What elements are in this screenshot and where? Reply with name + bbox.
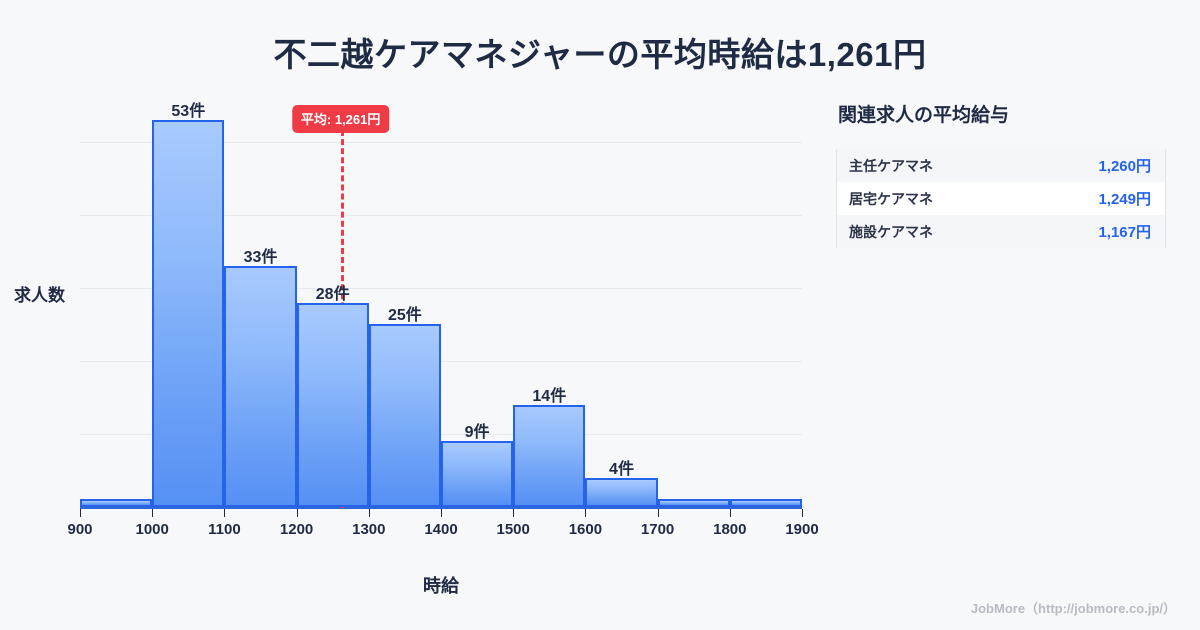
x-axis-tick	[152, 509, 154, 517]
related-salary-row: 主任ケアマネ 1,260円	[837, 149, 1165, 182]
bar-value-label: 9件	[464, 424, 490, 442]
bar-value-label: 28件	[315, 285, 350, 303]
related-salary-title: 関連求人の平均給与	[838, 105, 1010, 126]
page-title: 不二越ケアマネジャーの平均時給は1,261円	[273, 36, 927, 73]
x-axis-tick	[657, 509, 659, 517]
histogram-bar	[513, 404, 586, 507]
histogram-bar	[441, 441, 514, 507]
x-axis-tick-label: 900	[67, 521, 93, 538]
x-axis-tick-label: 1100	[208, 521, 241, 538]
x-axis-tick-label: 1800	[713, 521, 747, 538]
histogram-bar	[80, 499, 153, 507]
x-axis-tick	[80, 509, 81, 517]
x-axis-tick-label: 1700	[640, 521, 675, 538]
related-salary-row-value: 1,167円	[1098, 224, 1151, 241]
bar-value-label: 33件	[243, 248, 278, 266]
related-salary-row-label: 主任ケアマネ	[849, 157, 933, 174]
x-axis-tick-label: 1600	[568, 521, 603, 538]
bar-value-label: 4件	[609, 460, 634, 478]
related-salary-row-label: 居宅ケアマネ	[849, 190, 933, 207]
plot-area	[80, 98, 802, 508]
x-axis-tick	[441, 509, 442, 517]
related-salary-table: 主任ケアマネ 1,260円居宅ケアマネ 1,249円施設ケアマネ 1,167円	[836, 149, 1166, 248]
histogram-bar	[152, 119, 225, 507]
bar-value-label: 25件	[387, 307, 422, 325]
x-axis-tick-label: 1200	[279, 521, 314, 538]
x-axis-tick	[729, 509, 731, 517]
x-axis-tick-label: 1300	[352, 521, 386, 538]
y-axis-title: 求人数	[14, 286, 65, 305]
related-salary-row: 施設ケアマネ 1,167円	[837, 215, 1165, 248]
x-axis-tick	[513, 509, 515, 517]
x-axis-title: 時給	[423, 576, 459, 596]
x-axis-tick	[296, 509, 298, 517]
footer-credit: JobMore（http://jobmore.co.jp/）	[970, 601, 1176, 616]
gridline	[80, 141, 802, 143]
histogram-chart: 求人数 900 1000 1100 1200 1300 1400 1500 1600 1700 1…	[14, 98, 819, 596]
gridline	[80, 360, 802, 362]
histogram-bar	[296, 302, 369, 507]
histogram-bar	[729, 499, 802, 507]
x-axis-tick-label: 1500	[496, 521, 530, 538]
related-salary-panel: 関連求人の平均給与 主任ケアマネ 1,260円居宅ケアマネ 1,249円施設ケアマネ…	[836, 100, 1166, 248]
x-axis-tick-label: 1400	[424, 521, 458, 538]
x-axis-tick	[585, 509, 587, 517]
x-axis-baseline	[80, 507, 802, 509]
x-axis-tick-label: 1900	[785, 521, 819, 538]
x-axis-tick-label: 1000	[135, 521, 169, 538]
x-axis-tick	[368, 509, 370, 517]
gridline	[80, 433, 802, 435]
histogram-bar	[585, 477, 658, 507]
average-marker-badge: 平均: 1,261円	[291, 105, 390, 133]
related-salary-row-value: 1,260円	[1098, 158, 1151, 175]
x-axis-tick	[802, 509, 803, 517]
x-axis-tick	[224, 509, 226, 517]
histogram-bar	[657, 499, 730, 507]
related-salary-row: 居宅ケアマネ 1,249円	[837, 182, 1165, 215]
histogram-bar	[368, 324, 441, 507]
gridline	[80, 214, 802, 216]
bar-value-label: 53件	[171, 102, 206, 120]
bar-value-label: 14件	[532, 387, 567, 405]
related-salary-row-value: 1,249円	[1098, 191, 1151, 208]
histogram-bar	[224, 265, 297, 507]
gridline	[80, 287, 802, 289]
related-salary-row-label: 施設ケアマネ	[849, 223, 933, 240]
